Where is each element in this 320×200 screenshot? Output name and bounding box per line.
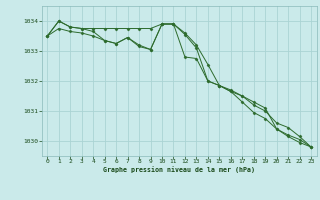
X-axis label: Graphe pression niveau de la mer (hPa): Graphe pression niveau de la mer (hPa) [103, 166, 255, 173]
